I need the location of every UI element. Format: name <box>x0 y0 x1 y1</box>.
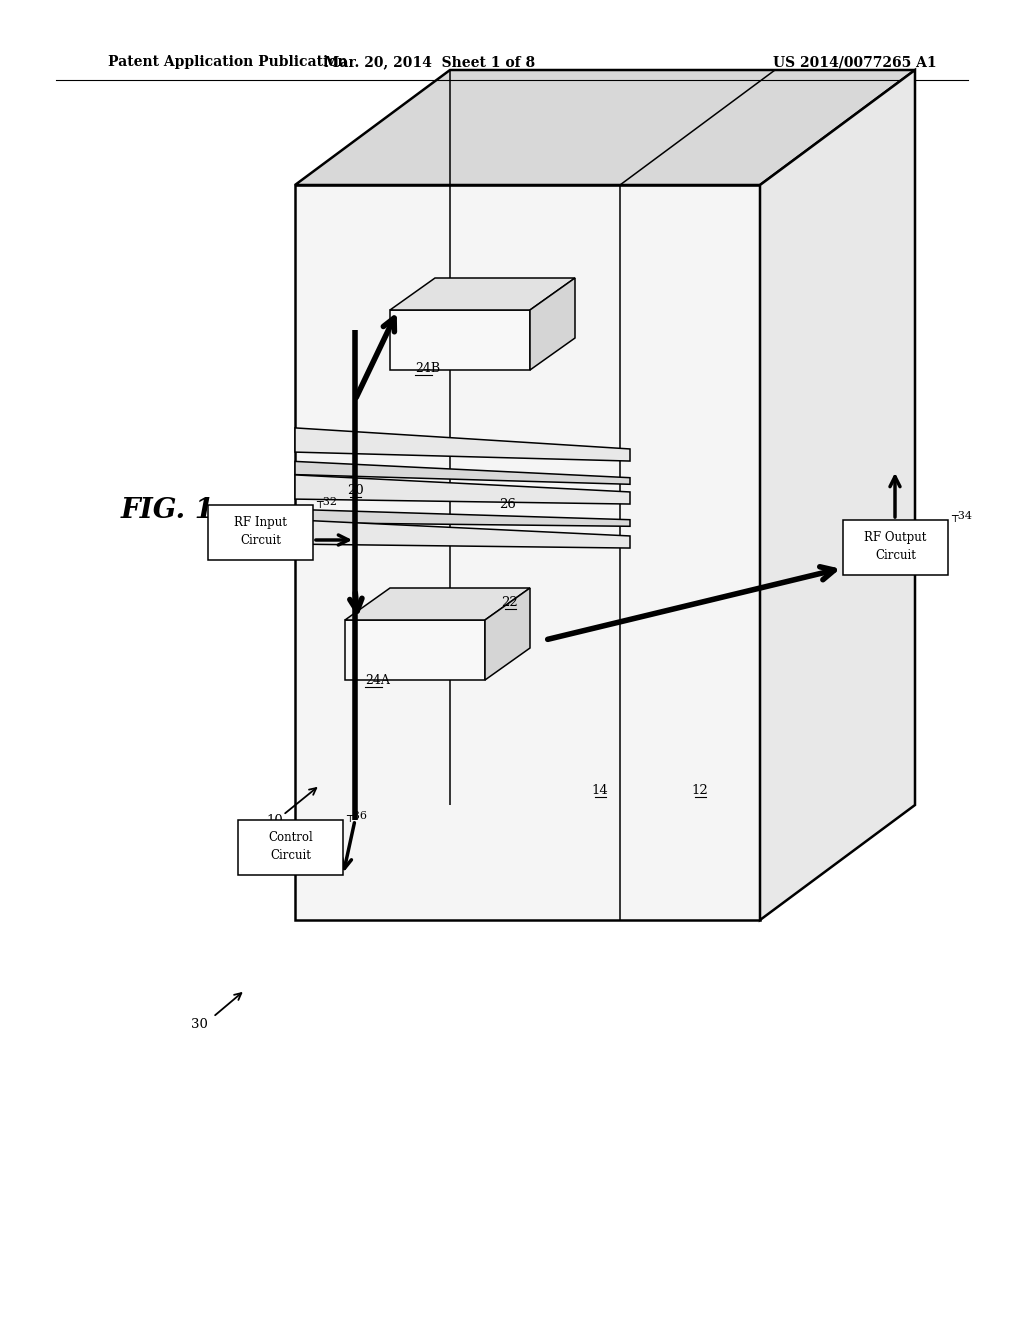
Polygon shape <box>295 475 630 504</box>
Polygon shape <box>760 70 915 920</box>
FancyBboxPatch shape <box>208 506 313 560</box>
Polygon shape <box>295 70 915 185</box>
Polygon shape <box>345 587 530 620</box>
Polygon shape <box>390 279 575 310</box>
Text: FIG. 1: FIG. 1 <box>121 496 215 524</box>
Text: 24B: 24B <box>415 362 440 375</box>
Text: 30: 30 <box>191 1019 208 1031</box>
Text: RF Input: RF Input <box>234 516 287 529</box>
Text: Patent Application Publication: Patent Application Publication <box>108 55 347 69</box>
Polygon shape <box>295 510 630 527</box>
FancyBboxPatch shape <box>843 520 948 576</box>
Text: Circuit: Circuit <box>270 849 311 862</box>
Polygon shape <box>295 428 630 461</box>
Polygon shape <box>345 620 485 680</box>
FancyBboxPatch shape <box>238 820 343 875</box>
Text: Circuit: Circuit <box>876 549 915 562</box>
Text: US 2014/0077265 A1: US 2014/0077265 A1 <box>773 55 937 69</box>
Text: Mar. 20, 2014  Sheet 1 of 8: Mar. 20, 2014 Sheet 1 of 8 <box>325 55 536 69</box>
Text: 14: 14 <box>592 784 608 796</box>
Text: RF Output: RF Output <box>864 531 927 544</box>
Text: 12: 12 <box>691 784 709 796</box>
Text: 10: 10 <box>266 813 283 826</box>
Text: 22: 22 <box>502 595 518 609</box>
Text: ┬34: ┬34 <box>951 511 972 523</box>
Text: 20: 20 <box>347 483 364 496</box>
Polygon shape <box>390 310 530 370</box>
Polygon shape <box>295 185 760 920</box>
Text: Circuit: Circuit <box>240 535 281 546</box>
Text: Control: Control <box>268 832 313 843</box>
Text: 24A: 24A <box>365 673 390 686</box>
Polygon shape <box>295 520 630 548</box>
Text: ┬36: ┬36 <box>346 812 367 822</box>
Polygon shape <box>295 462 630 484</box>
Text: 26: 26 <box>500 499 516 511</box>
Polygon shape <box>485 587 530 680</box>
Text: ┬32: ┬32 <box>316 496 337 507</box>
Polygon shape <box>530 279 575 370</box>
